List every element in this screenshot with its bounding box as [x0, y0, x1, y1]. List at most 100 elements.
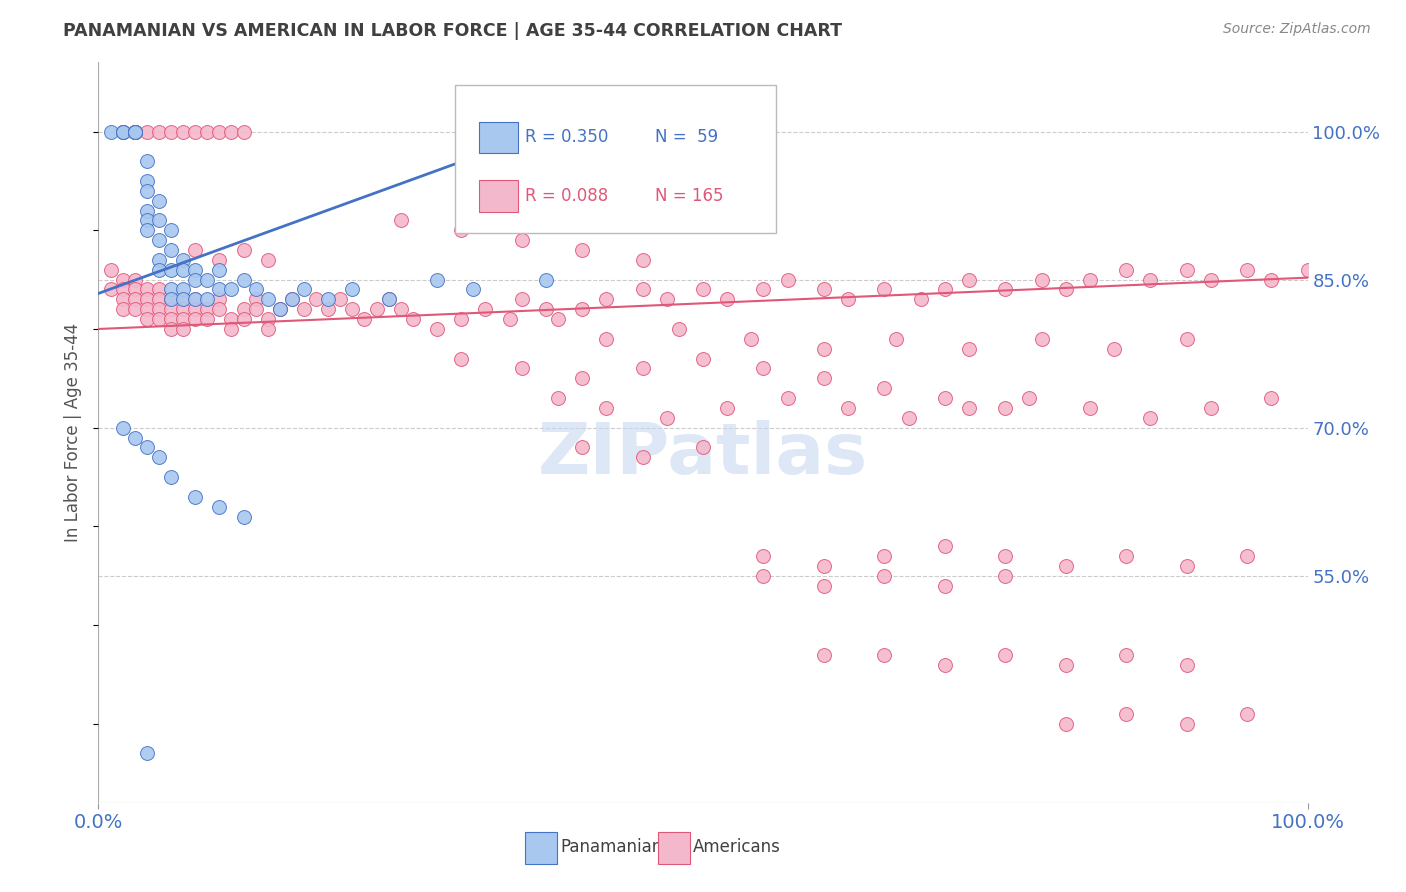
Point [221, 312, 243, 326]
Point [353, 312, 375, 326]
Point [873, 549, 896, 563]
Point [172, 252, 194, 267]
Point [135, 154, 157, 169]
Point [221, 322, 243, 336]
Point [256, 252, 278, 267]
Point [716, 293, 738, 307]
Point [837, 293, 859, 307]
Point [463, 283, 485, 297]
Point [1296, 262, 1319, 277]
Point [208, 302, 231, 317]
Point [1236, 706, 1258, 721]
Point [148, 124, 170, 138]
Point [172, 293, 194, 307]
FancyBboxPatch shape [479, 180, 517, 211]
Point [124, 124, 146, 138]
Point [184, 312, 207, 326]
Point [342, 302, 364, 317]
Point [160, 283, 183, 297]
Point [450, 351, 472, 366]
Point [934, 539, 956, 553]
Point [195, 302, 218, 317]
Point [571, 243, 593, 257]
Point [692, 283, 714, 297]
Point [510, 293, 533, 307]
Point [934, 283, 956, 297]
Point [813, 283, 835, 297]
Point [305, 293, 328, 307]
Point [957, 272, 980, 286]
Point [1175, 657, 1198, 672]
Point [994, 648, 1017, 662]
Point [208, 262, 231, 277]
Point [534, 272, 557, 286]
Point [510, 361, 533, 376]
Point [111, 124, 134, 138]
Point [124, 124, 146, 138]
Point [232, 312, 254, 326]
Point [752, 568, 775, 582]
Y-axis label: In Labor Force | Age 35-44: In Labor Force | Age 35-44 [65, 323, 83, 542]
Point [957, 401, 980, 415]
Point [873, 648, 896, 662]
Point [232, 243, 254, 257]
Point [595, 293, 617, 307]
Point [377, 293, 399, 307]
Point [994, 568, 1017, 582]
Point [1175, 558, 1198, 573]
Point [1115, 262, 1137, 277]
Point [377, 293, 399, 307]
Point [256, 322, 278, 336]
Point [281, 293, 304, 307]
Point [957, 342, 980, 356]
Point [124, 431, 146, 445]
Point [813, 648, 835, 662]
Point [571, 371, 593, 385]
Point [111, 124, 134, 138]
FancyBboxPatch shape [526, 832, 557, 863]
Point [1031, 332, 1053, 346]
Point [752, 283, 775, 297]
Point [160, 262, 183, 277]
Point [1102, 342, 1125, 356]
Point [135, 747, 157, 761]
Point [1018, 391, 1040, 405]
Point [100, 124, 122, 138]
Text: R = 0.350: R = 0.350 [526, 128, 609, 146]
Point [498, 312, 520, 326]
Point [740, 332, 762, 346]
Point [655, 410, 678, 425]
Point [426, 272, 449, 286]
Point [172, 283, 194, 297]
Point [547, 312, 569, 326]
Point [135, 184, 157, 198]
Point [813, 342, 835, 356]
Point [232, 509, 254, 524]
Point [195, 312, 218, 326]
Point [148, 252, 170, 267]
Point [172, 322, 194, 336]
Point [1054, 716, 1077, 731]
Point [245, 283, 267, 297]
Point [172, 312, 194, 326]
Point [994, 401, 1017, 415]
Point [184, 243, 207, 257]
Point [329, 293, 352, 307]
Point [813, 371, 835, 385]
Point [195, 124, 218, 138]
Point [426, 322, 449, 336]
Point [124, 302, 146, 317]
Point [184, 262, 207, 277]
Point [292, 302, 315, 317]
Point [1236, 262, 1258, 277]
Text: N =  59: N = 59 [655, 128, 717, 146]
Point [124, 272, 146, 286]
Point [148, 312, 170, 326]
Point [195, 293, 218, 307]
Point [752, 361, 775, 376]
Point [184, 302, 207, 317]
Point [100, 283, 122, 297]
Point [1078, 401, 1101, 415]
Point [256, 293, 278, 307]
Point [595, 332, 617, 346]
